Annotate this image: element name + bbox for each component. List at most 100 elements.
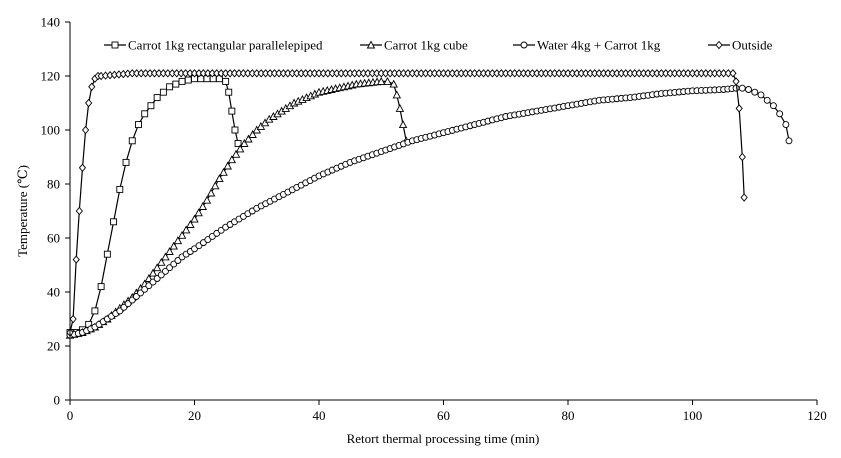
data-point	[231, 126, 239, 134]
data-point	[782, 121, 790, 129]
y-tick-label: 0	[54, 393, 61, 408]
series-line	[69, 87, 790, 336]
legend-label: Water 4kg + Carrot 1kg	[537, 38, 661, 53]
data-point	[745, 86, 752, 93]
legend-marker	[520, 41, 528, 49]
y-tick-label: 100	[41, 123, 61, 138]
legend-label: Carrot 1kg rectangular parallelepiped	[128, 38, 323, 53]
x-tick-label: 100	[683, 408, 703, 423]
x-tick-label: 40	[313, 408, 326, 423]
y-axis: 0 20 40 60 80 100 120 140	[41, 15, 71, 408]
data-point	[738, 152, 746, 162]
data-point	[173, 236, 183, 245]
data-point	[392, 90, 402, 99]
data-point	[91, 307, 99, 315]
data-point	[209, 75, 217, 83]
data-point	[72, 255, 80, 264]
data-point	[152, 263, 162, 272]
data-point	[376, 76, 386, 85]
data-point	[735, 104, 743, 113]
series-square	[66, 75, 242, 336]
data-point	[178, 77, 186, 85]
data-point	[724, 69, 732, 78]
series-line	[69, 72, 745, 333]
series-triangle	[65, 76, 411, 339]
legend-label: Outside	[732, 38, 773, 53]
data-point	[147, 102, 155, 110]
data-point	[172, 80, 180, 88]
x-axis-title: Retort thermal processing time (min)	[347, 431, 540, 446]
y-tick-label: 80	[47, 177, 60, 192]
data-point	[729, 69, 737, 78]
data-point	[383, 76, 392, 85]
data-point	[88, 82, 96, 91]
y-tick-label: 20	[47, 339, 60, 354]
y-tick-label: 60	[47, 231, 60, 246]
legend-marker	[111, 41, 119, 49]
x-axis: 0 20 40 60 80 100 120	[67, 399, 827, 423]
data-point	[720, 69, 728, 78]
y-tick-label: 120	[41, 69, 61, 84]
data-point	[740, 193, 748, 202]
data-point	[181, 225, 191, 234]
plot-area	[65, 69, 793, 339]
data-point	[235, 144, 245, 153]
data-point	[128, 137, 136, 145]
legend-marker	[366, 40, 376, 49]
data-point	[166, 83, 174, 91]
series-line	[70, 78, 239, 334]
data-point	[194, 208, 203, 217]
series-line	[69, 80, 407, 336]
data-point	[225, 88, 233, 96]
data-point	[732, 77, 740, 86]
data-point	[161, 252, 170, 261]
x-tick-label: 20	[188, 408, 201, 423]
data-point	[157, 257, 166, 266]
data-point	[110, 218, 118, 226]
legend-item: Water 4kg + Carrot 1kg	[513, 38, 661, 53]
legend-item: Carrot 1kg cube	[360, 38, 468, 53]
data-point	[769, 102, 777, 110]
data-point	[148, 268, 158, 277]
legend: Carrot 1kg rectangular parallelepiped Car…	[104, 38, 773, 53]
data-point	[222, 77, 230, 85]
data-point	[165, 247, 174, 255]
data-point	[202, 195, 212, 204]
data-point	[223, 161, 232, 170]
x-tick-label: 120	[807, 408, 827, 423]
data-point	[141, 110, 149, 118]
data-point	[231, 149, 241, 158]
data-point	[153, 94, 161, 102]
data-point	[219, 167, 228, 176]
series-diamond	[66, 69, 748, 337]
data-point	[116, 185, 124, 193]
x-tick-label: 0	[67, 408, 74, 423]
data-point	[184, 76, 192, 84]
data-point	[206, 188, 216, 197]
data-point	[122, 158, 130, 166]
legend-label: Carrot 1kg cube	[384, 38, 468, 53]
data-point	[776, 110, 784, 118]
data-point	[763, 96, 771, 104]
data-point	[227, 155, 237, 164]
data-point	[81, 125, 90, 135]
data-point	[215, 174, 224, 183]
data-point	[85, 98, 93, 108]
data-point	[169, 241, 179, 250]
data-point	[395, 103, 405, 112]
data-point	[234, 140, 242, 147]
data-point	[757, 91, 765, 99]
data-point	[186, 220, 195, 228]
data-point	[785, 137, 793, 145]
data-point	[135, 121, 142, 129]
data-point	[78, 163, 87, 172]
data-point	[751, 88, 759, 96]
data-point	[738, 84, 746, 92]
data-point	[228, 107, 236, 115]
data-point	[398, 120, 408, 129]
data-point	[190, 214, 199, 223]
data-point	[159, 88, 167, 96]
y-axis-title: Temperature (℃)	[15, 165, 30, 257]
data-point	[244, 134, 253, 143]
